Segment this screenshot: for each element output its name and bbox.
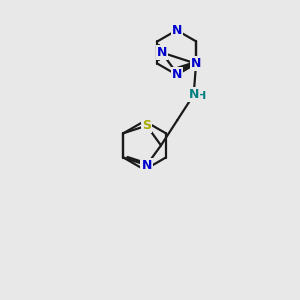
Text: N: N	[172, 24, 182, 37]
Text: N: N	[191, 57, 201, 70]
Text: N: N	[142, 159, 152, 172]
Text: N: N	[188, 88, 199, 101]
Text: N: N	[157, 46, 167, 59]
Text: S: S	[142, 119, 151, 132]
Text: H: H	[197, 92, 207, 101]
Text: N: N	[172, 68, 182, 81]
